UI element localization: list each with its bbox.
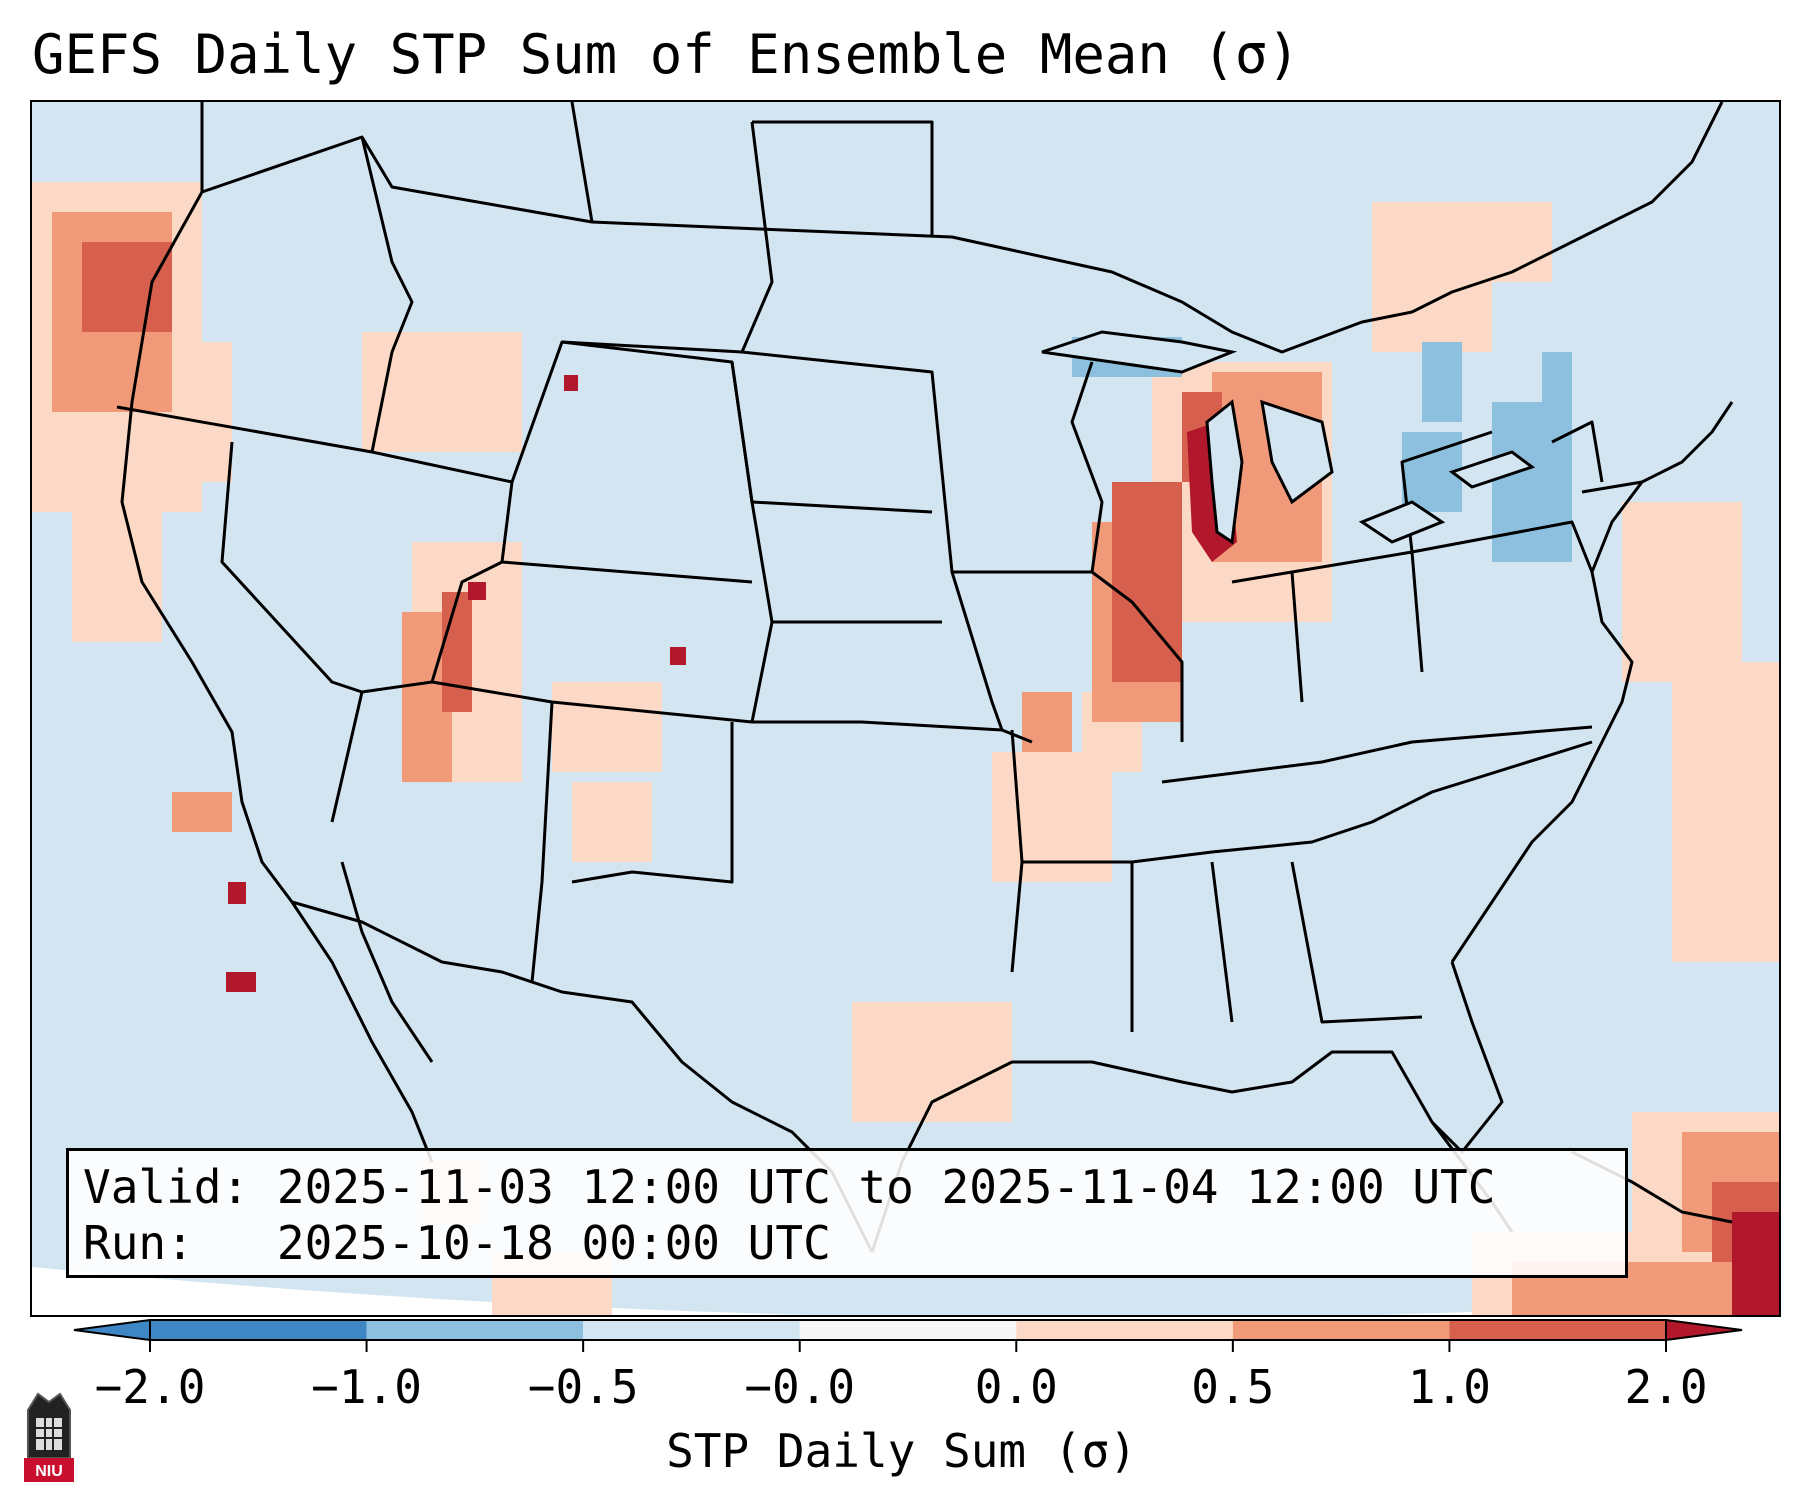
colorbar-extend-high bbox=[1665, 1318, 1743, 1342]
colorbar-label: STP Daily Sum (σ) bbox=[666, 1424, 1137, 1478]
colorbar-segment bbox=[583, 1320, 800, 1340]
colorbar-tick-label: 1.0 bbox=[1407, 1360, 1491, 1414]
colorbar-segments bbox=[73, 1318, 1743, 1342]
colorbar-segment bbox=[799, 1320, 1017, 1340]
great-lakes bbox=[1041, 330, 1536, 545]
colorbar-tick-label: −1.0 bbox=[311, 1360, 422, 1414]
page-title: GEFS Daily STP Sum of Ensemble Mean (σ) bbox=[32, 23, 1300, 86]
colorbar-tick-label: −0.0 bbox=[744, 1360, 856, 1414]
logo-text: NIU bbox=[35, 1463, 63, 1480]
map-panel bbox=[30, 100, 1781, 1317]
colorbar-ticks bbox=[149, 1340, 1667, 1352]
valid-label: Valid: bbox=[83, 1160, 250, 1214]
colorbar-segment bbox=[150, 1320, 367, 1340]
valid-run-info: Valid: 2025-11-03 12:00 UTC to 2025-11-0… bbox=[66, 1148, 1628, 1278]
map-projection-area bbox=[32, 102, 1779, 1315]
colorbar-tick-label: 0.5 bbox=[1191, 1360, 1275, 1414]
colorbar-outline bbox=[149, 1319, 1667, 1341]
run-label: Run: bbox=[83, 1216, 194, 1270]
colorbar-segment bbox=[1016, 1320, 1233, 1340]
colorbar bbox=[73, 1318, 1743, 1352]
colorbar-segment bbox=[366, 1320, 584, 1340]
run-value: 2025-10-18 00:00 UTC bbox=[276, 1216, 831, 1270]
conus-map bbox=[32, 102, 1779, 1315]
colorbar-tick-label: 2.0 bbox=[1624, 1360, 1708, 1414]
colorbar-tick-label: −0.5 bbox=[527, 1360, 639, 1414]
colorbar-tick-label: 0.0 bbox=[974, 1360, 1058, 1414]
colorbar-segment bbox=[1232, 1320, 1450, 1340]
valid-value: 2025-11-03 12:00 UTC to 2025-11-04 12:00… bbox=[276, 1160, 1496, 1214]
colorbar-tick-label: −2.0 bbox=[94, 1360, 206, 1414]
niu-logo: NIU bbox=[24, 1392, 74, 1482]
colorbar-extend-low bbox=[73, 1318, 151, 1342]
colorbar-segment bbox=[1449, 1320, 1666, 1340]
state-boundaries bbox=[116, 102, 1734, 1253]
positive-anomaly-light bbox=[32, 182, 1779, 1315]
